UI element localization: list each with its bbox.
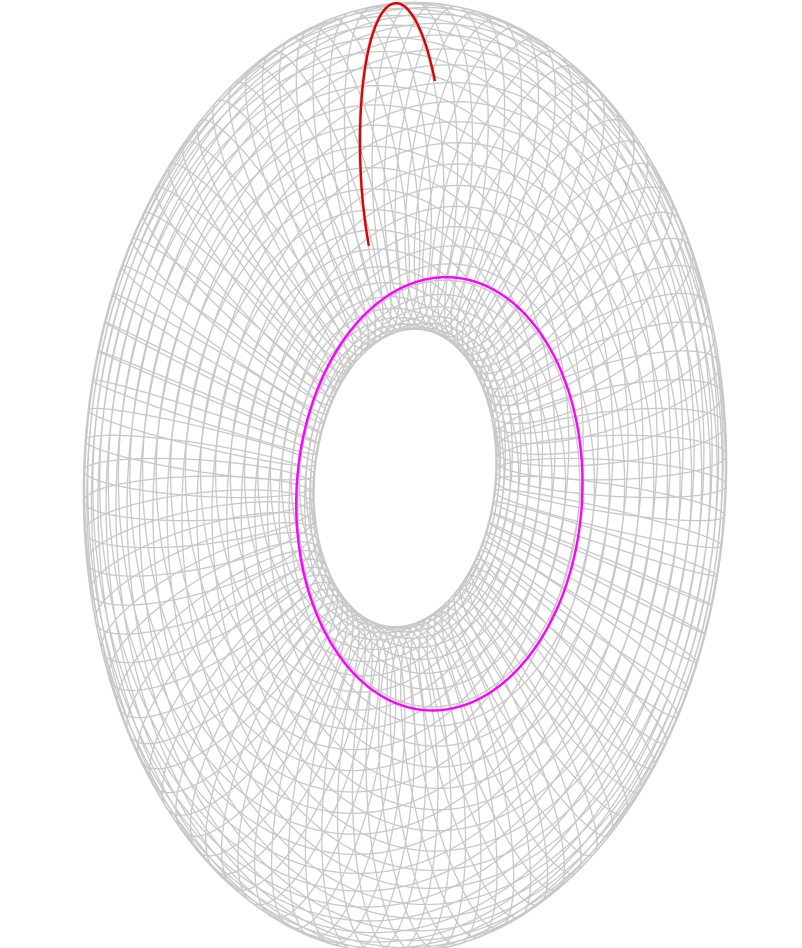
mesh-parallel-line xyxy=(214,229,522,693)
mesh-parallel-line xyxy=(83,3,705,943)
mesh-parallel-line xyxy=(199,209,532,711)
mesh-parallel-line xyxy=(107,67,629,856)
highlighted-curves xyxy=(295,2,584,712)
mesh-parallel-line xyxy=(155,145,570,772)
mesh-parallel-line xyxy=(288,263,596,727)
mesh-parallel-line xyxy=(181,100,703,889)
mesh-parallel-line xyxy=(169,166,556,751)
mesh-parallel-line xyxy=(99,50,644,875)
mesh-parallel-line xyxy=(92,36,658,892)
mesh-parallel-line xyxy=(309,305,553,674)
mesh-parallel-line xyxy=(303,293,567,690)
mesh-parallel-line xyxy=(269,295,498,641)
mesh-parallel-line xyxy=(105,13,727,948)
mesh-parallel-line xyxy=(129,104,599,814)
mesh-parallel-line xyxy=(184,188,544,730)
mesh-parallel-line xyxy=(166,81,711,906)
mesh-parallel-line xyxy=(257,282,501,651)
mesh-parallel-line xyxy=(297,279,581,708)
mesh-parallel-line xyxy=(117,84,614,835)
mesh-parallel-line xyxy=(86,1,713,948)
mesh-parallel-line xyxy=(243,266,507,663)
mesh-parallel-line xyxy=(115,22,728,948)
torus-mesh xyxy=(82,1,728,948)
mesh-parallel-line xyxy=(82,7,695,934)
mesh-parallel-line xyxy=(280,307,497,634)
mesh-parallel-line xyxy=(226,163,669,832)
highlighted-meridian-curve xyxy=(358,2,437,247)
mesh-parallel-line xyxy=(211,142,681,852)
mesh-parallel-line xyxy=(298,323,501,628)
mesh-parallel-line xyxy=(138,48,723,932)
mesh-parallel-line xyxy=(141,124,584,793)
mesh-parallel-line xyxy=(126,34,727,942)
highlighted-parallel-curve xyxy=(295,276,584,712)
mesh-parallel-line xyxy=(240,184,655,811)
mesh-parallel-line xyxy=(97,6,724,948)
mesh-parallel-line xyxy=(196,121,693,872)
